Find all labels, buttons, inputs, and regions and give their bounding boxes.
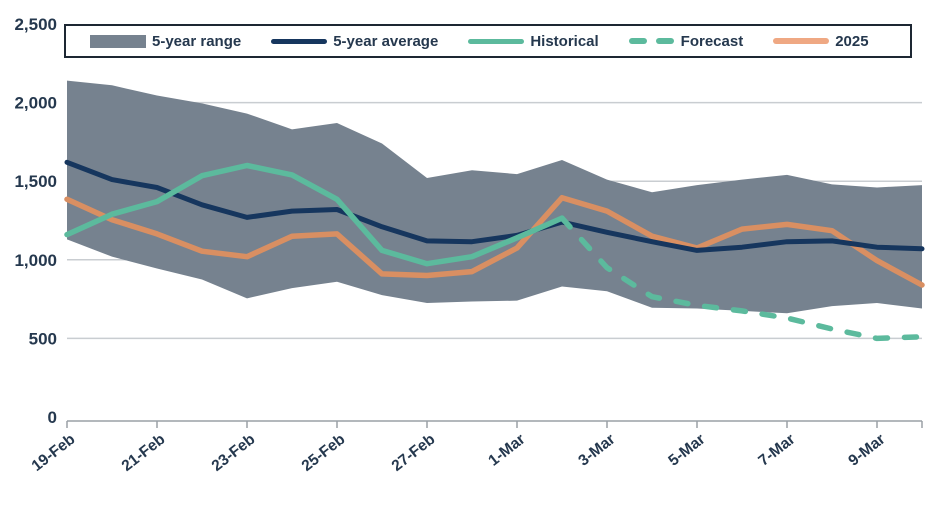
legend-label-historical: Historical	[530, 32, 599, 50]
x-axis-label: 9-Mar	[845, 431, 888, 470]
legend-label-2025: 2025	[835, 32, 869, 50]
forecast-line	[559, 215, 925, 342]
legend-label-average: 5-year average	[333, 32, 439, 50]
average-swatch	[271, 38, 328, 44]
x-axis-label: 27-Feb	[389, 431, 439, 475]
x-axis-label: 5-Mar	[665, 431, 708, 470]
five-year-range-band	[67, 80, 922, 314]
forecast-swatch	[628, 38, 675, 44]
line-2025-swatch	[773, 38, 830, 44]
y-axis-label: 500	[29, 329, 57, 348]
historical-line	[64, 162, 565, 267]
x-axis-label: 1-Mar	[485, 431, 528, 470]
x-axis-label: 23-Feb	[209, 431, 259, 475]
range-swatch	[90, 34, 146, 48]
x-axis-label: 19-Feb	[29, 431, 79, 475]
legend-item-range: 5-year range	[90, 33, 241, 50]
five-year-average-line	[64, 159, 925, 253]
y-axis-label: 2,000	[14, 94, 57, 113]
y-axis-label: 1,000	[14, 251, 57, 270]
y-axis-label: 1,500	[14, 172, 57, 191]
historical-swatch	[468, 38, 525, 44]
legend-item-historical: Historical	[468, 32, 599, 50]
x-axis-label: 21-Feb	[119, 431, 169, 475]
legend-item-average: 5-year average	[271, 33, 438, 50]
legend-label-forecast: Forecast	[680, 32, 744, 50]
legend-item-forecast: Forecast	[628, 32, 744, 50]
legend: 5-year range 5-year average Historical F…	[64, 24, 912, 58]
x-axis-label: 3-Mar	[575, 431, 618, 470]
y-axis-label: 2,500	[14, 15, 57, 34]
x-axis-label: 7-Mar	[755, 431, 798, 470]
y-axis-label: 0	[48, 408, 57, 427]
line-2025	[64, 194, 925, 288]
legend-item-2025: 2025	[773, 32, 869, 50]
legend-label-range: 5-year range	[152, 32, 242, 50]
x-axis-label: 25-Feb	[299, 431, 349, 475]
